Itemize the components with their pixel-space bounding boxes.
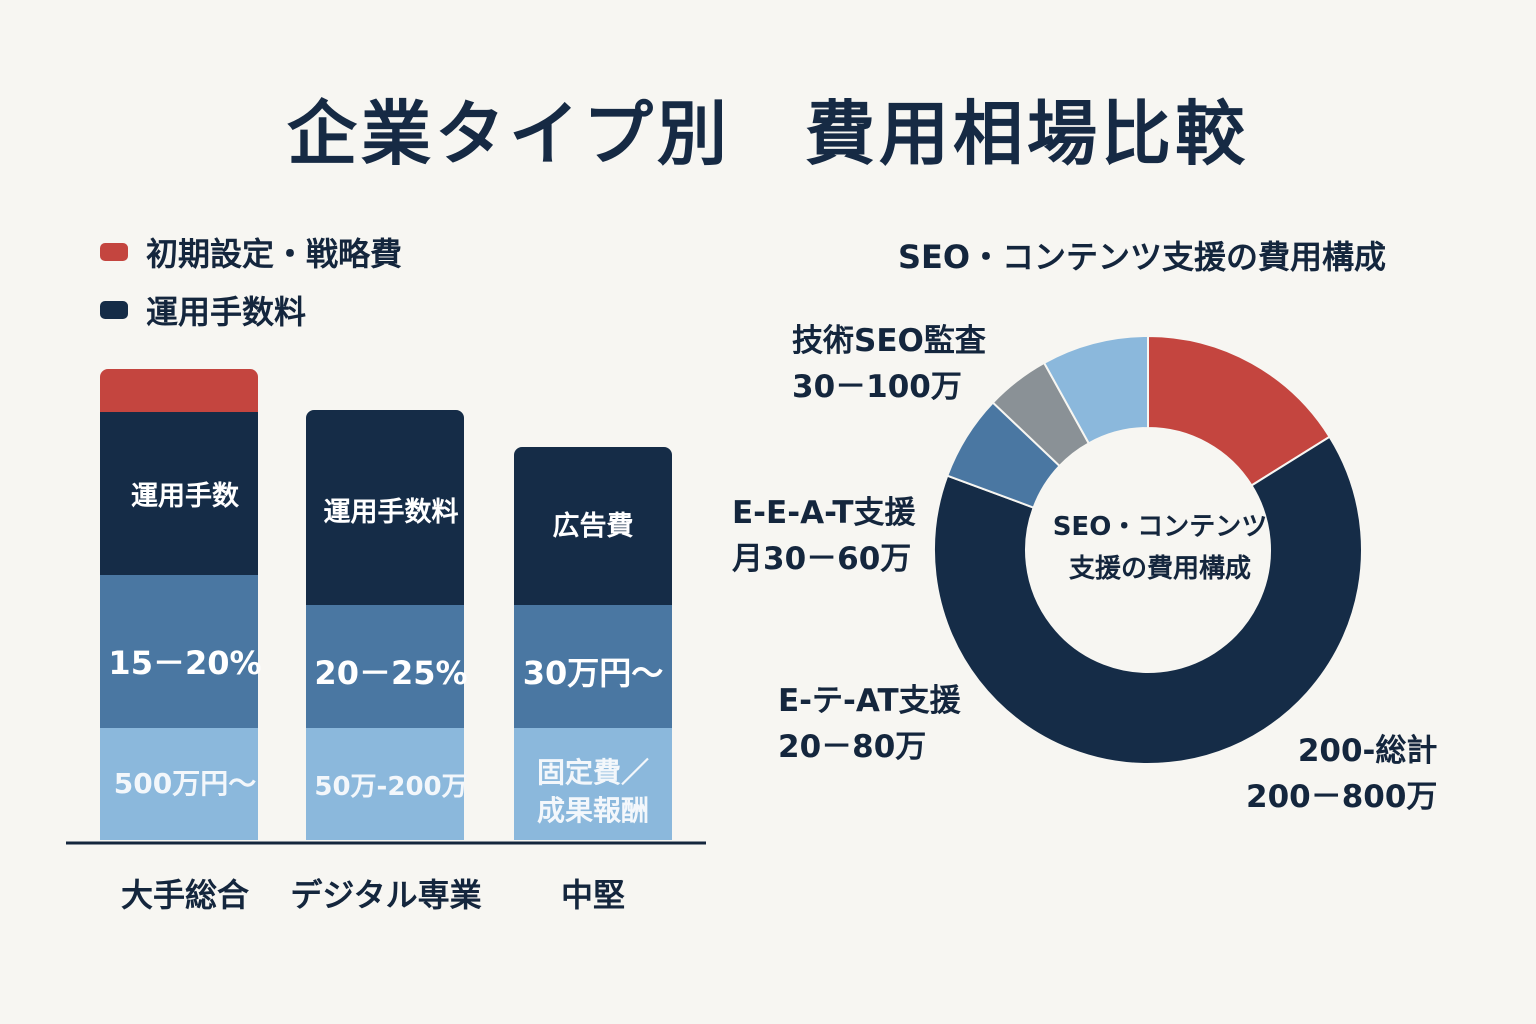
slice-label-eeat: E-E-A-T支援 月30－60万 bbox=[732, 490, 916, 582]
bar-0-segment-0 bbox=[100, 369, 258, 412]
slice-label-audit-range: 30－100万 bbox=[792, 369, 962, 405]
bar-0-segment-2 bbox=[100, 575, 258, 728]
bar-2-segment-label-bottom: 固定費／ 成果報酬 bbox=[536, 756, 649, 827]
slice-label-total-name: 200-総計 bbox=[1297, 733, 1438, 769]
bar-1-segment-label-mid: 20－25% bbox=[314, 654, 468, 692]
slice-label-eat-range: 20－80万 bbox=[778, 729, 927, 765]
bar-1-segment-3 bbox=[306, 728, 464, 840]
slice-label-audit: 技術SEO監査 30－100万 bbox=[792, 318, 986, 410]
bar-2-segment-1 bbox=[514, 447, 672, 605]
bar-chart-canvas bbox=[66, 369, 706, 845]
donut-slice-2 bbox=[946, 401, 1061, 509]
bar-1-segment-1 bbox=[306, 410, 464, 605]
category-label-mid: 中堅 bbox=[560, 876, 625, 914]
bar-2-segment-label-top: 広告費 bbox=[552, 511, 634, 542]
legend-item-fee: 運用手数料 bbox=[100, 290, 402, 331]
slice-label-eat-name: E-テ-AT支援 bbox=[778, 683, 961, 719]
legend-swatch-fee bbox=[100, 301, 128, 319]
donut-center-line-2: 支援の費用構成 bbox=[1068, 554, 1251, 584]
bar-2-segment-label-mid: 30万円～ bbox=[522, 654, 664, 692]
bar-0-segment-label-bottom: 500万円～ bbox=[113, 767, 257, 800]
page-title: 企業タイプ別 費用相場比較 bbox=[287, 93, 1249, 175]
legend-swatch-initial bbox=[100, 243, 128, 261]
stacked-bar-chart: 運用手数 15－20% 500万円～ 運用手数料 20－25% 50万-200万… bbox=[60, 350, 720, 950]
slice-label-eat: E-テ-AT支援 20－80万 bbox=[778, 678, 961, 770]
legend-item-initial: 初期設定・戦略費 bbox=[100, 232, 403, 273]
donut-chart-title: SEO・コンテンツ支援の費用構成 bbox=[897, 238, 1387, 276]
slice-label-eeat-range: 月30－60万 bbox=[732, 541, 912, 577]
bar-0-segment-1 bbox=[100, 412, 258, 575]
slice-label-audit-name: 技術SEO監査 bbox=[792, 323, 986, 359]
donut-slice-4 bbox=[1042, 334, 1149, 445]
legend-label-initial: 初期設定・戦略費 bbox=[146, 235, 403, 273]
bar-2-segment-2 bbox=[514, 605, 672, 728]
bar-0-segment-label-mid: 15－20% bbox=[108, 644, 262, 682]
bar-1-segment-2 bbox=[306, 605, 464, 728]
slice-label-total: 200-総計 200－800万 bbox=[1246, 728, 1437, 820]
bar-1-segment-label-top: 運用手数料 bbox=[323, 497, 459, 528]
bar-0-segment-3 bbox=[100, 728, 258, 840]
bar-1-segment-label-bottom: 50万-200万 bbox=[314, 772, 468, 802]
donut-center-line-1: SEO・コンテンツ bbox=[1052, 512, 1268, 542]
donut-slice-1 bbox=[933, 435, 1363, 765]
category-label-large: 大手総合 bbox=[120, 876, 249, 914]
bar-2-segment-3 bbox=[514, 728, 672, 840]
slice-label-total-range: 200－800万 bbox=[1246, 779, 1438, 815]
donut-slice-3 bbox=[991, 361, 1091, 468]
legend-label-fee: 運用手数料 bbox=[146, 293, 307, 331]
bar-0-segment-label-top: 運用手数 bbox=[131, 481, 239, 512]
category-label-digital: デジタル専業 bbox=[290, 876, 482, 914]
legend: 初期設定・戦略費 運用手数料 bbox=[100, 232, 402, 348]
donut-slice-0 bbox=[1147, 334, 1331, 487]
slice-label-eeat-name: E-E-A-T支援 bbox=[732, 495, 916, 531]
donut-center-label: SEO・コンテンツ 支援の費用構成 bbox=[1020, 506, 1300, 590]
